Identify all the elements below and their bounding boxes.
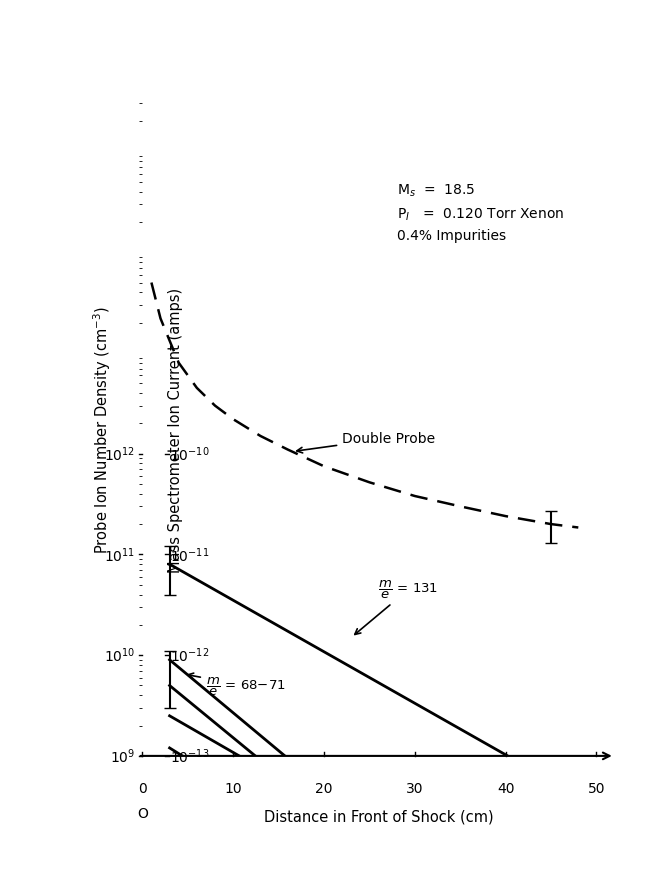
Text: $\dfrac{m}{e}$ = 68$-$71: $\dfrac{m}{e}$ = 68$-$71 bbox=[188, 673, 285, 697]
Text: $10^{12}$: $10^{12}$ bbox=[104, 445, 135, 463]
Text: 40: 40 bbox=[497, 781, 514, 795]
Text: $10^{-11}$: $10^{-11}$ bbox=[170, 546, 209, 564]
Text: M$_s$  =  18.5
P$_I$   =  0.120 Torr Xenon
0.4% Impurities: M$_s$ = 18.5 P$_I$ = 0.120 Torr Xenon 0.… bbox=[397, 182, 564, 243]
Text: $\dfrac{m}{e}$ = 131: $\dfrac{m}{e}$ = 131 bbox=[355, 579, 439, 634]
Text: 30: 30 bbox=[406, 781, 424, 795]
Text: $10^{-12}$: $10^{-12}$ bbox=[170, 647, 209, 665]
Text: $10^{-10}$: $10^{-10}$ bbox=[170, 445, 209, 463]
Text: 0: 0 bbox=[138, 781, 147, 795]
Text: Double Probe: Double Probe bbox=[297, 432, 435, 454]
Text: $10^9$: $10^9$ bbox=[110, 746, 135, 766]
Text: $10^{-13}$: $10^{-13}$ bbox=[170, 746, 209, 766]
Text: O: O bbox=[137, 806, 148, 820]
Text: Mass Spectrometer Ion Current (amps): Mass Spectrometer Ion Current (amps) bbox=[168, 288, 183, 573]
Text: 20: 20 bbox=[315, 781, 333, 795]
Text: 50: 50 bbox=[587, 781, 605, 795]
Text: 10: 10 bbox=[225, 781, 242, 795]
Text: $\dfrac{m}{e}$ = 32: $\dfrac{m}{e}$ = 32 bbox=[0, 868, 1, 869]
Text: Probe Ion Number Density (cm$^{-3}$): Probe Ion Number Density (cm$^{-3}$) bbox=[91, 307, 113, 554]
Text: Distance in Front of Shock (cm): Distance in Front of Shock (cm) bbox=[264, 808, 493, 823]
Text: $10^{11}$: $10^{11}$ bbox=[104, 546, 135, 564]
Text: $\dfrac{m}{e}$ = 28,83: $\dfrac{m}{e}$ = 28,83 bbox=[0, 868, 1, 869]
Text: $10^{10}$: $10^{10}$ bbox=[104, 647, 135, 665]
